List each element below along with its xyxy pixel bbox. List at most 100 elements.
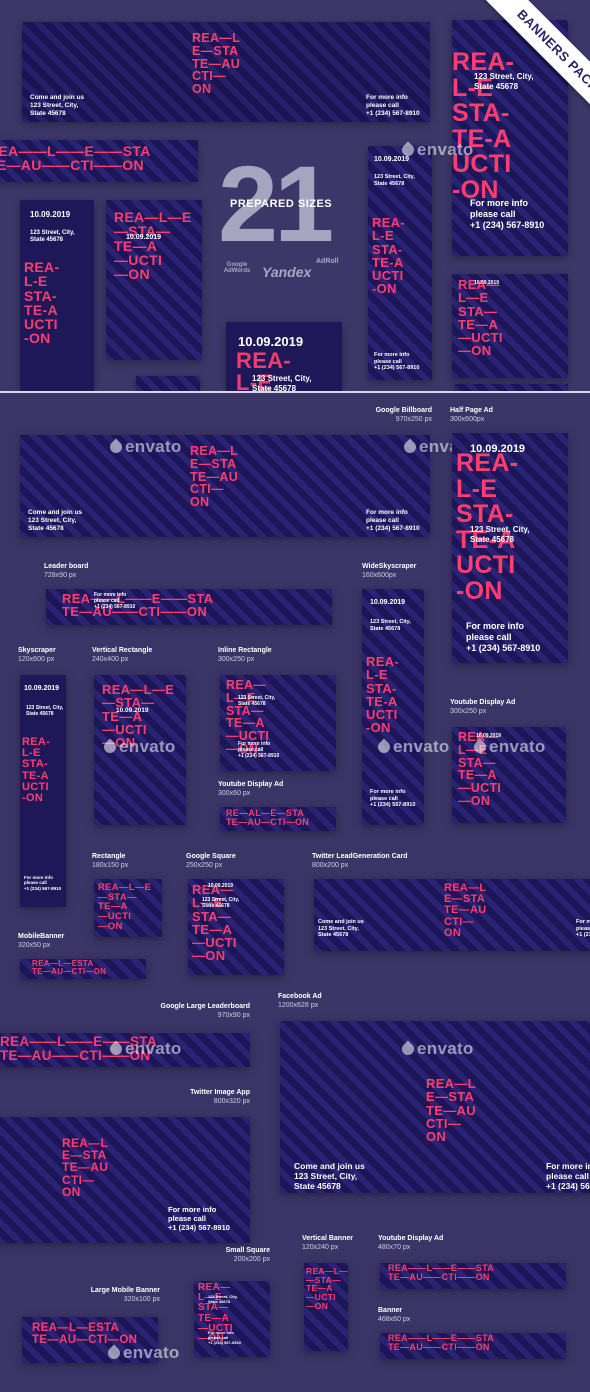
preview-leaderboard-banner: REA——L——E——STA TE—AU——CTI——ON bbox=[0, 140, 198, 182]
envato-watermark: envato bbox=[399, 1039, 474, 1059]
preview-skyscraper-banner: 10.09.2019 123 Street, City, State 45678… bbox=[20, 200, 94, 392]
date-text: 10.09.2019 bbox=[476, 733, 502, 739]
brand-text: REA—L—E —STA— TE—A —UCTI —ON bbox=[114, 209, 192, 283]
preview-vertical-rectangle-banner: REA—L—E —STA— TE—A —UCTI —ON 10.09.2019 bbox=[106, 200, 202, 360]
brand-text: REA—L E—STA TE—AU CTI— ON bbox=[192, 31, 241, 96]
half-page-banner: 10.09.2019 REA- L-E STA- TE-A UCTI -ON 1… bbox=[452, 433, 568, 663]
date-text: 10.09.2019 bbox=[116, 707, 149, 714]
brand-text: REA——L——E——STA TE—AU——CTI——ON bbox=[388, 1263, 495, 1283]
brand-text: REA—L E—STA TE—AU CTI— ON bbox=[426, 1076, 476, 1144]
envato-watermark: envato bbox=[107, 1039, 182, 1059]
envato-leaf-icon bbox=[401, 438, 419, 456]
brand-text: REA——L——E——STA TE—AU——CTI——ON bbox=[388, 1333, 495, 1353]
vertical-rectangle-banner: REA—L—E —STA— TE—A —UCTI —ON 10.09.2019 bbox=[94, 675, 186, 825]
info-text: For more info please call +1 (234) 567-8… bbox=[366, 94, 420, 117]
date-text: 10.09.2019 bbox=[238, 334, 304, 349]
info-text: For more info please call +1 (234) 567-8… bbox=[370, 789, 416, 809]
google-square-banner: REA— L—E STA— TE—A —UCTI —ON 10.09.2019 … bbox=[188, 879, 284, 975]
label-wide-skyscraper: WideSkyscraper 160x600px bbox=[362, 563, 417, 579]
brand-text: REA——L——E——STA TE—AU——CTI——ON bbox=[0, 143, 151, 174]
section-divider bbox=[0, 391, 590, 394]
preview-billboard-banner: REA—L E—STA TE—AU CTI— ON Come and join … bbox=[22, 22, 430, 122]
address-text: 123 Street, City, State 45678 bbox=[374, 174, 415, 187]
date-text: 10.09.2019 bbox=[374, 156, 410, 163]
brand-text: REA—L—E —STA— TE—A —UCTI —ON bbox=[98, 882, 152, 932]
leader-board-banner: REA——L——E——STA TE—AU——CTI——ON For more i… bbox=[46, 589, 332, 625]
google-large-leaderboard-banner: REA——L——E——STA TE—AU——CTI——ON bbox=[0, 1033, 250, 1067]
brand-text: REA— L—E STA— TE—A —UCTI —ON bbox=[458, 730, 502, 808]
envato-watermark: envato bbox=[101, 737, 176, 757]
info-text: For more info please call +1 (234) 567-8… bbox=[366, 509, 420, 532]
brand-text: REA— L—E STA— TE—A —UCTI —ON bbox=[198, 1282, 233, 1344]
brand-text: REA—L—E —STA— TE—A —UCTI —ON bbox=[306, 1266, 348, 1311]
facebook-ad-banner: REA—L E—STA TE—AU CTI— ON Come and join … bbox=[280, 1021, 590, 1193]
label-small-square: Small Square 200x200 px bbox=[225, 1247, 270, 1263]
preview-strip-partial bbox=[454, 384, 568, 392]
date-text: 10.09.2019 bbox=[126, 234, 162, 241]
preview-square-banner: 10.09.2019 REA- L-E STA- TE-A UCTI -ON 1… bbox=[226, 322, 342, 392]
skyscraper-banner: 10.09.2019 123 Street, City, State 45678… bbox=[20, 675, 66, 907]
brand-text: REA- L-E STA- TE-A UCTI -ON bbox=[22, 736, 51, 805]
envato-watermark: envato bbox=[471, 737, 546, 757]
label-mobile-banner: MobileBanner 320x50 px bbox=[18, 933, 65, 949]
sizes-count: 21 bbox=[218, 143, 334, 264]
date-text: 10.09.2019 bbox=[370, 599, 406, 606]
brand-text: REA- L-E STA- TE-A UCTI -ON bbox=[236, 348, 291, 392]
brand-text: REA——L——E——STA TE—AU——CTI——ON bbox=[62, 591, 214, 620]
label-rectangle: Rectangle 180x150 px bbox=[92, 853, 129, 869]
info-text: For more info please call +1 (234) 567-8… bbox=[238, 741, 280, 759]
youtube-300x60-banner: RE—AL—E—STA TE—AU—CTI—ON bbox=[220, 807, 336, 831]
envato-leaf-icon bbox=[107, 1040, 125, 1058]
brand-text: REA—L E—STA TE—AU CTI— ON bbox=[444, 882, 487, 939]
label-half-page: Half Page Ad 300x600px bbox=[450, 407, 493, 423]
label-youtube-300x250: Youtube Display Ad 300x250 px bbox=[450, 699, 516, 715]
address-text: 123 Street, City, State 45678 bbox=[238, 695, 276, 707]
info-text: For more info please call +1 (234) 567-8… bbox=[576, 919, 590, 939]
small-square-banner: REA— L—E STA— TE—A —UCTI —ON 123 Street,… bbox=[194, 1281, 270, 1357]
adroll-logo: AdRoll bbox=[316, 258, 339, 265]
info-text: For more info please call +1 (234) 567-8… bbox=[168, 1205, 230, 1232]
banner-468x60: REA——L——E——STA TE—AU——CTI——ON bbox=[380, 1333, 566, 1359]
label-inline-rectangle: Inline Rectangle 300x250 px bbox=[218, 647, 272, 663]
address-text: 123 Street, City, State 45678 bbox=[370, 619, 411, 632]
envato-leaf-icon bbox=[101, 738, 119, 756]
brand-text: REA—L—ESTA TE—AU—CTI—ON bbox=[32, 959, 107, 977]
date-text: 10.09.2019 bbox=[474, 280, 500, 286]
brand-text: REA- L-E STA- TE-A UCTI -ON bbox=[24, 259, 60, 347]
address-text: 123 Street, City, State 45678 bbox=[208, 1294, 238, 1304]
wide-skyscraper-banner: 10.09.2019 123 Street, City, State 45678… bbox=[362, 589, 424, 825]
label-google-large-leaderboard: Google Large Leaderboard 970x90 px bbox=[160, 1003, 250, 1019]
date-text: 10.09.2019 bbox=[208, 883, 234, 889]
join-text: Come and join us 123 Street, City, State… bbox=[294, 1161, 365, 1192]
brand-text: REA—L E—STA TE—AU CTI— ON bbox=[62, 1136, 109, 1199]
label-twitter-leadgen: Twitter LeadGeneration Card 800x200 px bbox=[312, 853, 408, 869]
preview-section: REA—L E—STA TE—AU CTI— ON Come and join … bbox=[0, 0, 590, 392]
brand-text: RE—AL—E—STA TE—AU—CTI—ON bbox=[226, 808, 310, 828]
label-google-square: Google Square 250x250 px bbox=[186, 853, 236, 869]
info-text: For more info please call +1 (234) 567-8… bbox=[470, 198, 545, 230]
address-text: 123 Street, City, State 45678 bbox=[252, 374, 312, 392]
vertical-banner: REA—L—E —STA— TE—A —UCTI —ON bbox=[304, 1263, 348, 1351]
label-skyscraper: Skyscraper 120x600 px bbox=[18, 647, 56, 663]
address-text: 123 Street, City, State 45678 bbox=[470, 525, 530, 544]
label-vertical-banner: Vertical Banner 120x240 px bbox=[302, 1235, 353, 1251]
brand-text: REA—L—ESTA TE—AU—CTI—ON bbox=[32, 1322, 138, 1346]
join-text: Come and join us 123 Street, City, State… bbox=[318, 919, 364, 939]
preview-rectangle-partial bbox=[136, 376, 200, 392]
label-youtube-300x60: Youtube Display Ad 300x60 px bbox=[218, 781, 284, 797]
mobile-banner: REA—L—ESTA TE—AU—CTI—ON bbox=[20, 959, 146, 979]
rectangle-banner: REA—L—E —STA— TE—A —UCTI —ON bbox=[94, 879, 162, 937]
envato-watermark: envato bbox=[375, 737, 450, 757]
info-text: For more info please call +1 (234) 567-8… bbox=[24, 875, 62, 891]
label-large-mobile-banner: Large Mobile Banner 320x100 px bbox=[90, 1287, 160, 1303]
brand-text: REA— L—E STA— TE—A —UCTI —ON bbox=[458, 277, 503, 359]
youtube-480x70-banner: REA——L——E——STA TE—AU——CTI——ON bbox=[380, 1263, 566, 1289]
envato-watermark: envato bbox=[399, 140, 474, 160]
join-text: Come and join us 123 Street, City, State… bbox=[28, 509, 83, 532]
label-twitter-image-app: Twitter Image App 800x320 px bbox=[190, 1089, 250, 1105]
brand-text: REA— L—E STA— TE—A —UCTI —ON bbox=[192, 882, 237, 964]
brand-text: REA- L-E STA- TE-A UCTI -ON bbox=[372, 215, 405, 297]
date-text: 10.09.2019 bbox=[30, 210, 71, 219]
envato-leaf-icon bbox=[471, 738, 489, 756]
envato-watermark: envato bbox=[105, 1343, 180, 1363]
